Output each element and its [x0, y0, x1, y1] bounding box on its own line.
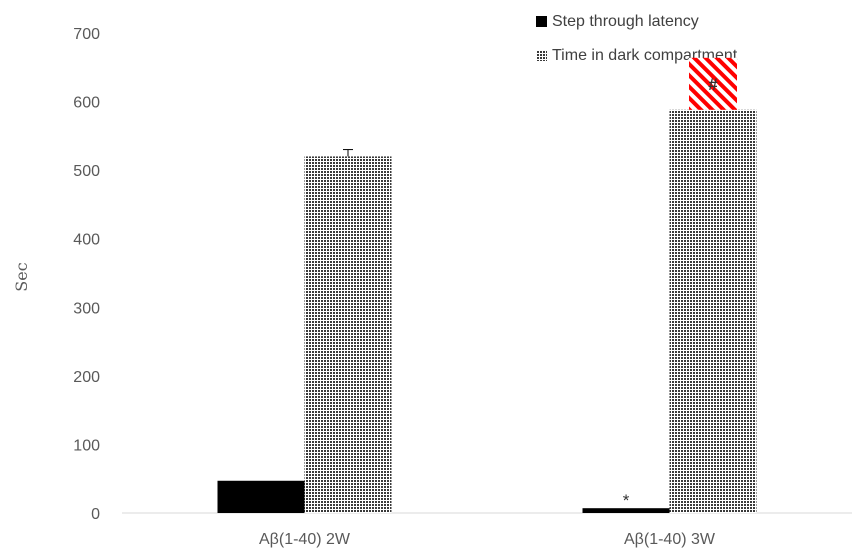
bar-step-through-latency: [217, 480, 305, 513]
legend-swatch: [536, 50, 547, 61]
y-tick-label: 100: [73, 437, 100, 454]
y-tick-label: 0: [91, 506, 100, 523]
error-bar: [343, 149, 353, 157]
y-tick-label: 400: [73, 232, 100, 249]
y-axis-label: Sec: [12, 262, 31, 291]
bars: *: [217, 109, 757, 514]
x-tick-label: Aβ(1-40) 3W: [624, 531, 716, 548]
y-axis: 0 100 200 300 400 500 600 700: [73, 26, 100, 523]
bar-time-in-dark-compartment: [669, 109, 757, 514]
y-tick-label: 700: [73, 26, 100, 43]
y-tick-label: 600: [73, 95, 100, 112]
y-tick-label: 300: [73, 300, 100, 317]
x-tick-label: Aβ(1-40) 2W: [259, 531, 351, 548]
bar-time-in-dark-compartment: [304, 156, 392, 513]
annotation-asterisk: *: [623, 491, 630, 510]
legend-swatch: [536, 16, 547, 27]
x-axis: Aβ(1-40) 2W Aβ(1-40) 3W: [259, 531, 716, 548]
annotation-hash: #: [708, 75, 718, 94]
bar-step-through-latency: [582, 508, 670, 513]
legend-entry: Step through latency: [552, 13, 699, 30]
y-tick-label: 200: [73, 369, 100, 386]
y-tick-label: 500: [73, 163, 100, 180]
significance-highlight: [689, 57, 737, 110]
